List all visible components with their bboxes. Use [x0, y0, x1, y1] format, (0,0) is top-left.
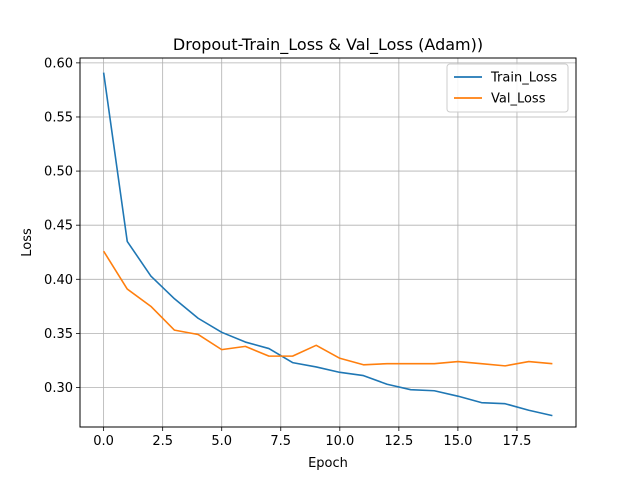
- x-tick-label: 7.5: [270, 434, 291, 449]
- x-tick-label: 17.5: [502, 434, 531, 449]
- legend-label-val-loss: Val_Loss: [491, 92, 546, 107]
- y-axis-ticks: 0.30 0.35 0.40 0.45 0.50 0.55 0.60: [44, 56, 80, 396]
- y-tick-label: 0.40: [44, 273, 73, 288]
- plot-frame: [79, 57, 577, 428]
- x-axis-ticks: 0.0 2.5 5.0 7.5 10.0 12.5 15.0 17.5: [93, 427, 531, 449]
- y-tick-label: 0.55: [44, 110, 73, 125]
- legend-label-train-loss: Train_Loss: [490, 71, 557, 86]
- y-axis-label: Loss: [20, 228, 35, 257]
- y-tick-label: 0.50: [44, 165, 73, 180]
- legend-box: [446, 63, 569, 113]
- x-axis-label: Epoch: [308, 456, 348, 471]
- x-tick-label: 10.0: [325, 434, 354, 449]
- series-lines: [102, 72, 553, 417]
- legend: Train_Loss Val_Loss: [446, 63, 569, 113]
- x-tick-label: 12.5: [384, 434, 413, 449]
- x-tick-label: 5.0: [211, 434, 232, 449]
- grid: [80, 58, 576, 427]
- y-tick-label: 0.60: [44, 56, 73, 71]
- x-tick-label: 15.0: [443, 434, 472, 449]
- x-tick-label: 2.5: [152, 434, 173, 449]
- x-tick-label: 0.0: [93, 434, 114, 449]
- series-line-train-loss: [102, 72, 553, 417]
- y-tick-label: 0.30: [44, 381, 73, 396]
- chart-title: Dropout-Train_Loss & Val_Loss (Adam)): [173, 35, 483, 55]
- series-line-val-loss: [102, 250, 553, 367]
- y-tick-label: 0.35: [44, 327, 73, 342]
- y-tick-label: 0.45: [44, 219, 73, 234]
